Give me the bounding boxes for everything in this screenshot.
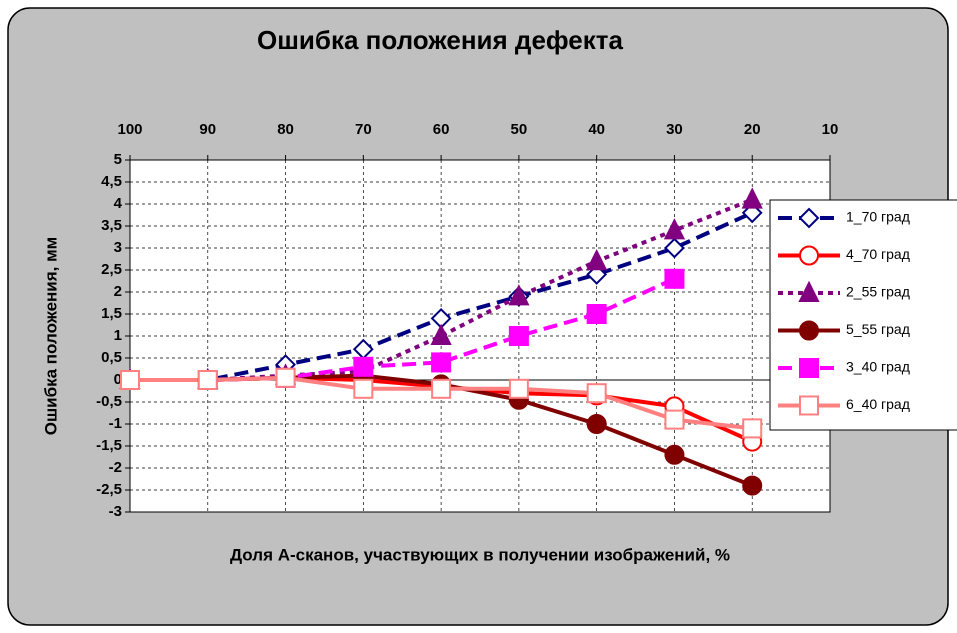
y-tick-label: 1 (114, 327, 122, 344)
marker (586, 414, 607, 434)
y-tick-label: -2 (109, 459, 122, 476)
marker (197, 370, 218, 390)
y-tick-label: -0,5 (96, 393, 122, 410)
y-axis-label: Ошибка положения, мм (41, 237, 60, 436)
legend-marker (799, 358, 819, 378)
y-tick-label: -2,5 (96, 481, 122, 498)
x-tick-label: 40 (588, 121, 605, 138)
marker (508, 378, 529, 399)
marker (431, 378, 452, 399)
legend-marker (799, 320, 819, 341)
legend-marker (798, 280, 820, 302)
y-tick-label: 2,5 (101, 261, 122, 278)
y-tick-label: 1,5 (101, 305, 122, 322)
y-tick-label: 4 (114, 195, 123, 212)
marker (508, 326, 529, 346)
y-tick-label: -1,5 (96, 437, 122, 454)
x-tick-label: 100 (117, 121, 142, 138)
x-tick-label: 90 (199, 121, 216, 138)
marker (742, 475, 763, 496)
y-tick-label: 3 (114, 239, 122, 256)
legend-label: 4_70 град (846, 246, 910, 262)
y-tick-label: -3 (109, 503, 122, 520)
x-tick-label: 80 (277, 121, 294, 138)
y-tick-label: 2 (114, 283, 122, 300)
marker (353, 356, 374, 377)
x-tick-label: 60 (433, 121, 450, 138)
marker (664, 444, 685, 465)
legend-marker (799, 395, 819, 416)
marker (430, 323, 452, 345)
legend-label: 5_55 град (846, 321, 910, 337)
legend-label: 6_40 град (846, 396, 910, 412)
legend-marker (799, 245, 819, 266)
marker (431, 352, 452, 373)
x-axis-label: Доля А-сканов, участвующих в получении и… (230, 545, 730, 564)
x-tick-label: 50 (511, 121, 528, 138)
marker (586, 304, 607, 324)
y-tick-label: 4,5 (101, 173, 122, 190)
marker (120, 370, 140, 390)
marker (664, 268, 685, 289)
y-tick-label: -1 (109, 415, 122, 432)
y-tick-label: 0,5 (101, 349, 122, 366)
y-tick-label: 3,5 (101, 217, 122, 234)
marker (663, 218, 686, 240)
marker (664, 237, 685, 259)
marker (586, 383, 607, 404)
marker (664, 409, 685, 430)
marker (742, 418, 763, 439)
legend-label: 2_55 град (846, 284, 910, 300)
legend-label: 1_70 град (846, 209, 910, 225)
legend-box (769, 199, 957, 431)
x-tick-label: 10 (822, 121, 839, 138)
marker (275, 367, 296, 388)
legend-label: 3_40 град (846, 359, 910, 375)
marker (353, 378, 374, 399)
chart-title: Ошибка положения дефекта (257, 25, 623, 55)
x-tick-label: 70 (355, 121, 372, 138)
marker (586, 248, 608, 271)
y-tick-label: 5 (114, 151, 122, 168)
marker (508, 284, 530, 306)
x-tick-label: 30 (666, 121, 683, 138)
marker (741, 187, 763, 209)
legend-marker (798, 207, 820, 229)
x-tick-label: 20 (744, 121, 761, 138)
y-tick-label: 0 (114, 371, 122, 388)
